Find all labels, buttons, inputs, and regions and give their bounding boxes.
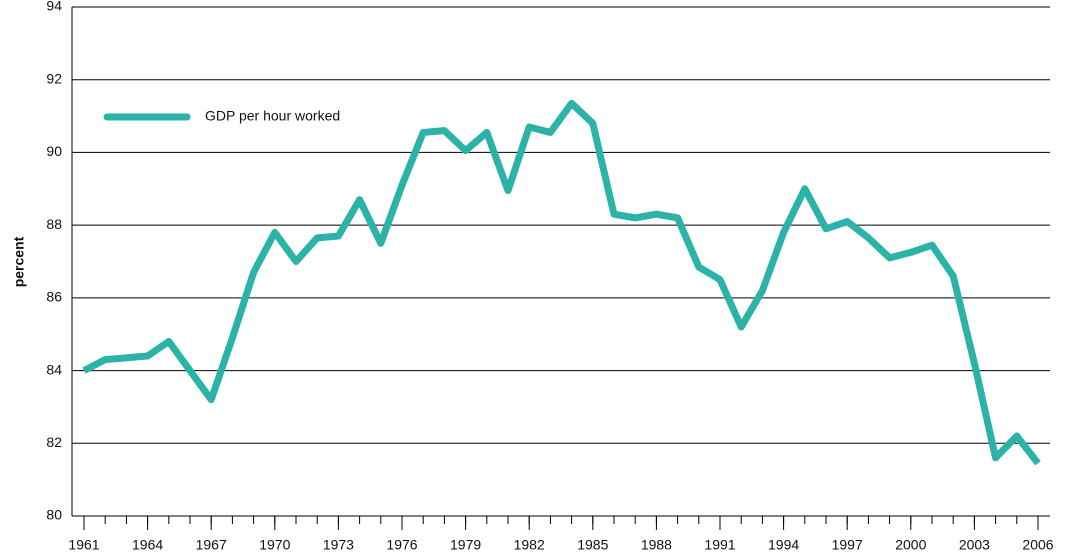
- y-tick-label: 80: [46, 507, 62, 523]
- x-tick-label: 1976: [386, 537, 417, 553]
- y-tick-label: 88: [46, 216, 62, 232]
- x-tick-label: 1964: [132, 537, 163, 553]
- y-tick-label: 84: [46, 361, 62, 377]
- x-tick-label: 1997: [832, 537, 863, 553]
- x-tick-label: 1979: [450, 537, 481, 553]
- y-tick-label: 94: [46, 0, 62, 14]
- y-tick-label: 82: [46, 434, 62, 450]
- x-tick-label: 1994: [768, 537, 799, 553]
- x-tick-label: 2006: [1022, 537, 1053, 553]
- y-axis-label: percent: [11, 236, 27, 287]
- x-tick-label: 1973: [323, 537, 354, 553]
- x-tick-label: 1988: [641, 537, 672, 553]
- x-tick-label: 1985: [577, 537, 608, 553]
- y-tick-label: 92: [46, 70, 62, 86]
- x-tick-label: 1967: [196, 537, 227, 553]
- x-tick-label: 1970: [259, 537, 290, 553]
- x-tick-label: 1961: [68, 537, 99, 553]
- x-tick-label: 2000: [895, 537, 926, 553]
- legend-label: GDP per hour worked: [205, 108, 340, 124]
- y-tick-label: 90: [46, 143, 62, 159]
- x-tick-label: 2003: [959, 537, 990, 553]
- x-tick-label: 1982: [514, 537, 545, 553]
- y-tick-label: 86: [46, 289, 62, 305]
- x-tick-label: 1991: [704, 537, 735, 553]
- data-line: [82, 99, 1041, 466]
